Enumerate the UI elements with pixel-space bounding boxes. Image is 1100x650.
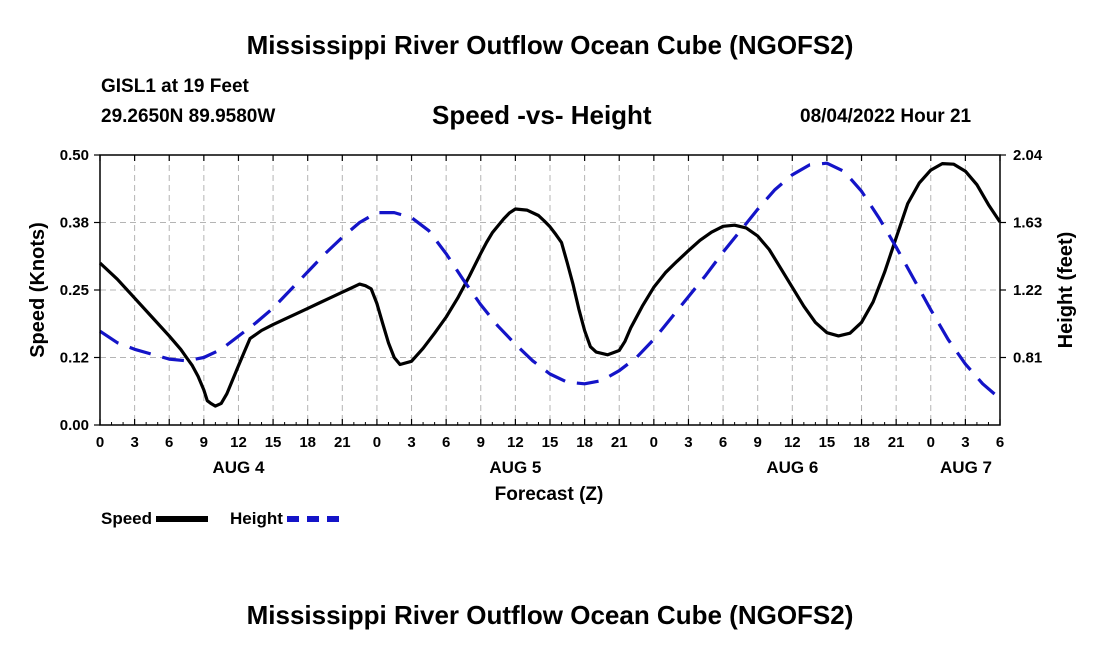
legend-height-swatch [286,516,339,522]
x-tick-label: 12 [507,434,524,451]
x-tick-label: 12 [230,434,247,451]
y-tick-label: 0.00 [60,417,89,434]
x-tick-label: 9 [200,434,208,451]
x-tick-label: 18 [299,434,316,451]
y2-tick-label: 2.04 [1013,147,1043,164]
y-tick-label: 0.12 [60,350,89,367]
x-tick-label: 21 [888,434,905,451]
x-tick-label: 21 [334,434,351,451]
y2-axis-label: Height (feet) [1055,232,1077,349]
x-tick-label: 9 [477,434,485,451]
x-tick-label: 6 [165,434,173,451]
x-tick-label: 0 [96,434,104,451]
x-tick-label: 15 [265,434,282,451]
x-tick-label: 6 [996,434,1004,451]
y2-tick-label: 1.63 [1013,215,1042,232]
main-title: Mississippi River Outflow Ocean Cube (NG… [246,30,854,60]
height-series-line [99,161,1002,400]
x-axis-label: Forecast (Z) [495,484,604,505]
x-tick-label: 15 [819,434,836,451]
legend-speed-swatch [156,516,209,522]
x-tick-label: 15 [542,434,559,451]
x-tick-label: 0 [650,434,658,451]
x-day-label: AUG 5 [489,458,541,477]
y-tick-label: 0.25 [60,282,89,299]
x-tick-label: 3 [130,434,138,451]
y2-tick-label: 0.81 [1013,350,1042,367]
x-tick-label: 3 [684,434,692,451]
speed-series-line [98,162,1002,408]
x-tick-label: 0 [373,434,381,451]
legend-height: Height [230,508,339,530]
series-layer [98,161,1002,408]
x-tick-label: 18 [576,434,593,451]
x-tick-label: 12 [784,434,801,451]
x-tick-label: 3 [407,434,415,451]
x-tick-label: 21 [611,434,628,451]
x-day-label: AUG 7 [940,458,992,477]
x-tick-label: 9 [754,434,762,451]
x-day-label: AUG 4 [212,458,265,477]
x-day-label: AUG 6 [766,458,818,477]
x-tick-label: 18 [853,434,870,451]
axis-layer: 0 3 6 9 12 15 18 21 0 3 6 9 12 15 18 21 0 3 6 9 12 15 18 21 0 3 6A… [60,147,1043,477]
forecast-datetime: 08/04/2022 Hour 21 [800,106,972,127]
legend-speed: Speed [101,508,209,530]
speed-height-chart: 0 3 6 9 12 15 18 21 0 3 6 9 12 15 18 21 0 3 6 9 12 15 18 21 0 3 6A… [27,147,1077,505]
bottom-title: Mississippi River Outflow Ocean Cube (NG… [246,600,854,630]
y-axis-label: Speed (Knots) [27,222,49,358]
y-tick-label: 0.38 [60,215,89,232]
y-tick-label: 0.50 [60,147,89,164]
x-tick-label: 3 [961,434,969,451]
station-coordinates: 29.2650N 89.9580W [101,106,276,127]
x-tick-label: 6 [719,434,727,451]
chart-subtitle: Speed -vs- Height [432,100,652,130]
grid-layer [100,154,1000,425]
x-tick-label: 6 [442,434,450,451]
legend-height-label: Height [230,509,283,528]
station-label: GISL1 at 19 Feet [101,76,249,97]
x-tick-label: 0 [927,434,935,451]
y2-tick-label: 1.22 [1013,282,1042,299]
legend-speed-label: Speed [101,509,153,528]
